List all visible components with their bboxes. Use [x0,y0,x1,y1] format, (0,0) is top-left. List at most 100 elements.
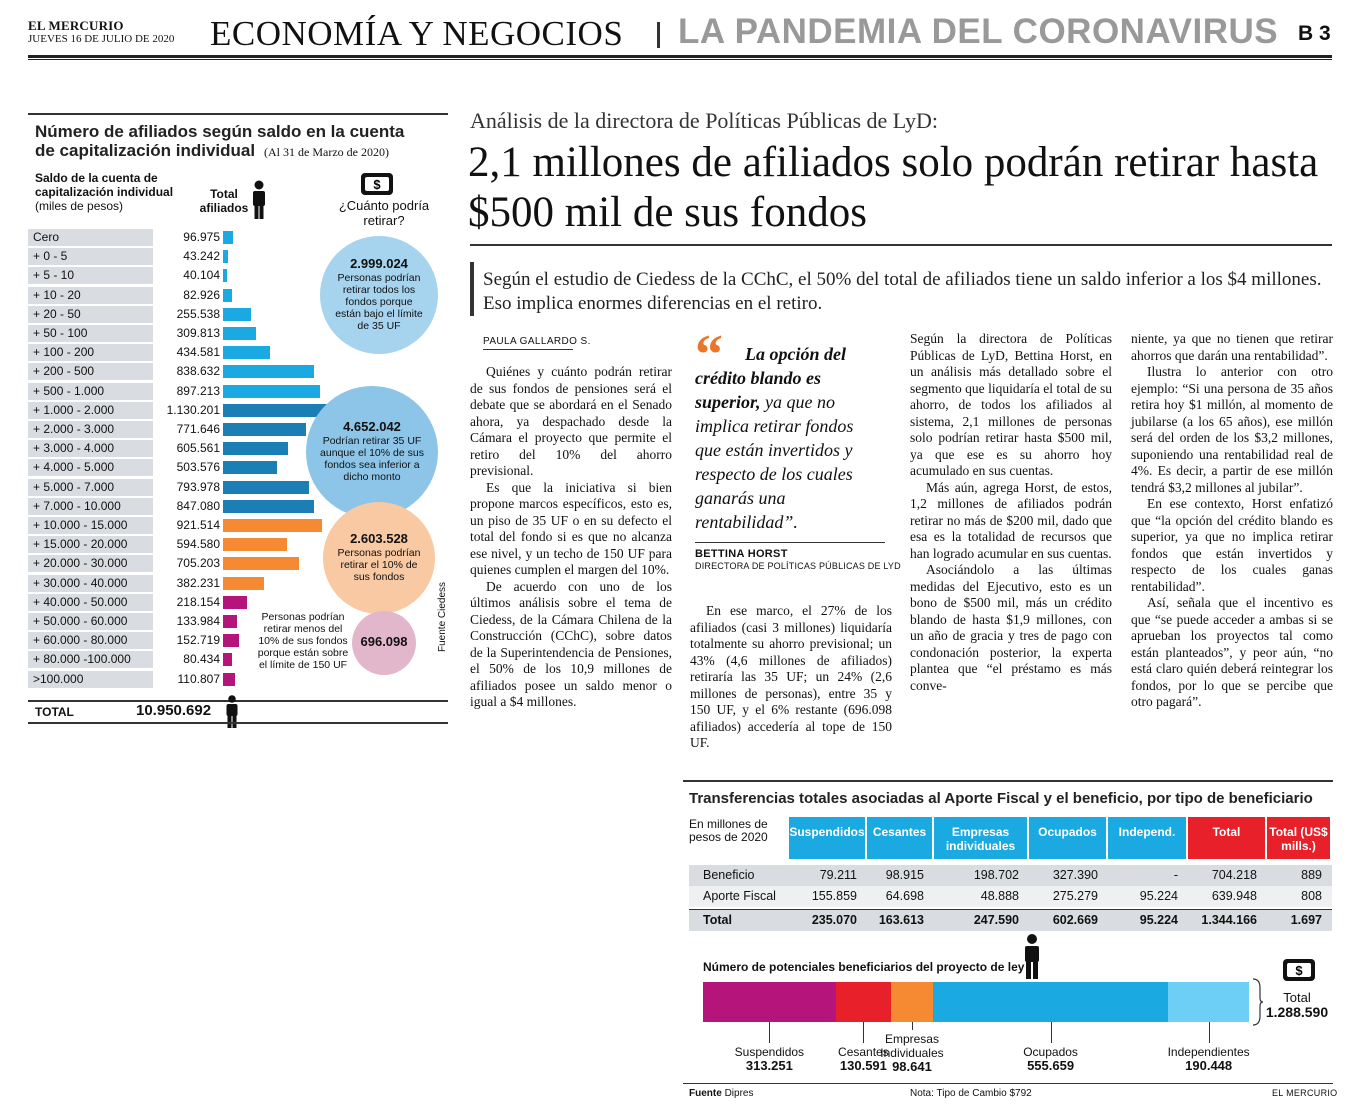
table-cell: - [1173,868,1178,882]
bar-value-label: 771.646 [176,422,220,436]
bar-category-label: + 7.000 - 10.000 [33,498,121,513]
table-cell: 95.224 [1139,913,1178,927]
bar [223,557,300,571]
bar-value-label: 897.213 [176,383,220,398]
byline-rule [483,349,573,350]
bar [223,384,320,398]
pull-quote-bold: La opción del crédito blando es superior… [695,344,846,412]
article-column-4: niente, ya que no tienen que retirar aho… [1131,331,1333,711]
table-cell: 64.698 [885,889,924,903]
row-label-bg [28,478,153,496]
bar-category-label: Cero [33,230,60,244]
table-header: Ocupados [1029,817,1106,859]
bar-value-label: 309.813 [176,326,220,340]
segment-label: Independientes 190.448 [1154,1045,1264,1073]
table-cell: 1.697 [1290,913,1322,927]
segment-name: Cesantes [838,1045,889,1059]
row-label-bg [28,382,153,400]
bar-value-label: 82.926 [183,287,220,302]
row-label-bg [28,286,153,304]
bar [223,480,309,494]
bar-category-label: + 50.000 - 60.000 [33,614,128,628]
masthead: EL MERCURIO [28,18,124,33]
table-units: En millones de pesos de 2020 [689,817,768,844]
svg-text:$: $ [1295,963,1303,978]
table-header: Cesantes [867,817,932,859]
footer-rule [683,1083,1333,1084]
bubble-35uf: 4.652.042 Podrían retirar 35 UF aunque e… [306,386,438,518]
bar [223,461,278,475]
bar-value-label: 80.434 [183,652,220,667]
row-label-bg [28,517,153,534]
paragraph: Asociándolo a las últimas medidas del Ej… [910,562,1112,693]
table-header: Suspendidos [789,817,865,859]
row-label-bg [28,305,153,323]
chart-total-value: 10.950.692 [136,702,212,719]
bar-category-label: + 80.000 -100.000 [33,652,131,667]
bar-value-label: 605.561 [176,441,220,456]
bubble-full-withdraw-text: Personas podrían retirar todos los fondo… [335,272,423,332]
footer-source-name: Dipres [724,1088,754,1099]
bubble-over-limit-note: Personas podrían retirar menos del 10% d… [257,611,349,671]
bar-value-label: 40.104 [183,268,220,283]
bar-category-label: + 40.000 - 50.000 [33,594,128,609]
paragraph: Ilustra lo anterior con otro ejemplo: “S… [1131,364,1333,495]
chart-source: Fuente Ciedess [437,581,448,652]
segment-value: 130.591 [839,1058,887,1073]
row-label-bg [28,459,153,477]
table-cell: 704.218 [1211,868,1257,882]
beneficiary-segment [1168,982,1249,1022]
segment-tick [769,1022,771,1043]
person-icon [1025,934,1039,979]
bar [223,576,265,590]
table-header: Empresas individuales [934,817,1027,859]
bar-category-label: + 10.000 - 15.000 [33,518,128,532]
bar-category-label: + 4.000 - 5.000 [33,460,115,475]
column-header-balance-unit: (miles de pesos) [35,199,124,213]
table-row [689,865,1332,886]
bar-category-label: + 0 - 5 [33,249,68,264]
bubble-10pct-text: Personas podrían retirar el 10% de sus f… [337,547,421,583]
bar-category-label: + 3.000 - 4.000 [33,441,115,456]
bar [223,307,251,321]
chart-title: Número de afiliados según saldo en la cu… [35,122,405,160]
bubble-10pct-value: 2.603.528 [350,531,408,546]
paragraph: Así, señala que el incentivo es que “se … [1131,595,1333,709]
bar [223,653,232,667]
bar [223,538,288,552]
bar [223,288,232,302]
row-label-bg [28,421,153,438]
bar [223,634,240,648]
bar-category-label: + 1.000 - 2.000 [33,402,115,417]
table-row [689,909,1332,931]
bar-value-label: 838.632 [176,364,220,379]
money-icon: $ [361,173,393,195]
chart-bottom-rule [28,722,448,724]
column-header-withdraw: ¿Cuánto podría retirar? [338,198,430,228]
footer-note: Nota: Tipo de Cambio $792 [910,1088,1032,1099]
article-kicker: Análisis de la directora de Políticas Pú… [470,108,939,133]
bar-value-label: 152.719 [176,633,220,648]
page-number: B 3 [1298,22,1331,45]
beneficiaries-total: Total 1.288.590 [1262,990,1332,1020]
bar-category-label: + 2.000 - 3.000 [33,422,115,436]
pull-quote-rest: ya que no implica retirar fondos que est… [695,392,854,532]
bar-category-label: + 15.000 - 20.000 [33,537,128,552]
bar-value-label: 96.975 [183,230,220,244]
segment-label: Cesantes 130.591 [808,1045,918,1073]
bubble-35uf-text: Podrían retirar 35 UF aunque el 10% de s… [320,435,424,483]
section-title: ECONOMÍA Y NEGOCIOS [210,14,624,53]
table-cell: 235.070 [811,913,857,927]
beneficiary-segment [891,982,933,1022]
paragraph: Quiénes y cuánto podrán retirar de sus f… [470,364,672,478]
table-cell: 889 [1301,868,1322,882]
segment-value: 313.251 [745,1058,793,1073]
table-cell: 247.590 [973,913,1019,927]
beneficiary-segment [932,982,1169,1022]
bar-category-label: + 10 - 20 [33,287,81,302]
footer-brand: EL MERCURIO [1272,1088,1338,1098]
table-row-label: Aporte Fiscal [703,889,776,903]
segment-value: 555.659 [1027,1058,1075,1073]
article-column-3: Según la directora de Políticas Públicas… [910,331,1112,694]
segment-tick [1050,1022,1052,1043]
